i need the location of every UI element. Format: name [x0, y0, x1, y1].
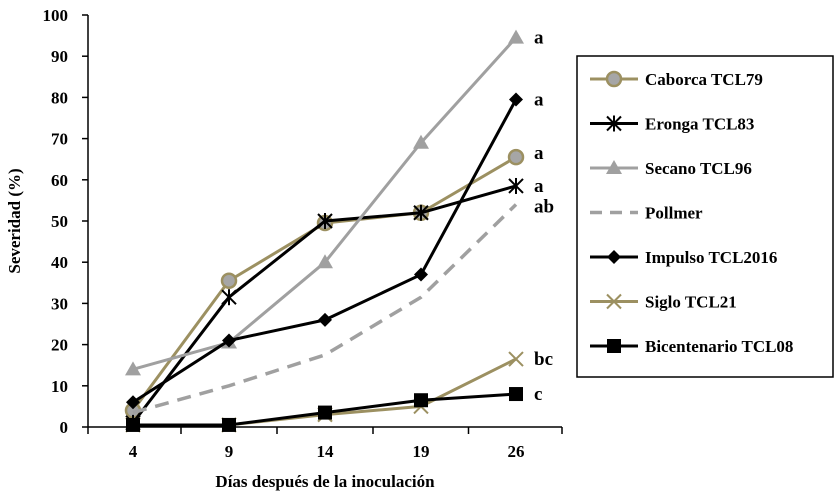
significance-label-impulso-tcl2016: a: [534, 89, 544, 110]
y-tick-label: 90: [51, 47, 68, 66]
legend-marker-siglo-tcl21: [606, 293, 622, 310]
data-point-bicentenario-tcl08: [222, 417, 236, 432]
data-point-impulso-tcl2016: [318, 312, 332, 327]
series-siglo-tcl21: [125, 351, 524, 433]
data-point-eronga-tcl83: [413, 204, 429, 221]
y-tick-label: 40: [51, 253, 68, 272]
series-bicentenario-tcl08: [126, 387, 523, 432]
series-caborca-tcl79: [124, 148, 525, 419]
data-point-siglo-tcl21: [508, 351, 524, 367]
significance-label-caborca-tcl79: a: [534, 143, 544, 164]
y-tick-label: 0: [60, 418, 69, 437]
axes: 0 10 20 30 40 50 60 70 80 90 100 4 9 14 19 26 Días despu…: [5, 6, 563, 491]
series-line-pollmer: [132, 203, 518, 415]
data-point-bicentenario-tcl08: [126, 417, 140, 432]
legend-label-siglo-tcl21: Siglo TCL21: [645, 293, 737, 312]
data-point-eronga-tcl83: [317, 213, 333, 229]
y-tick-label: 100: [43, 6, 69, 25]
legend-marker-impulso-tcl2016: [607, 250, 621, 264]
data-point-secano-tcl96: [125, 361, 141, 376]
legend: Caborca TCL79 Eronga TCL83 Secano TCL96 Pol…: [576, 55, 834, 378]
data-point-caborca-tcl79: [220, 272, 238, 289]
data-point-bicentenario-tcl08: [509, 387, 523, 402]
data-point-impulso-tcl2016: [222, 333, 236, 348]
legend-item-bicentenario-tcl08: Bicentenario TCL08: [590, 337, 793, 356]
data-point-bicentenario-tcl08: [414, 393, 428, 408]
significance-label-siglo-tcl21: bc: [534, 349, 553, 370]
legend-label-caborca-tcl79: Caborca TCL79: [645, 70, 763, 89]
legend-item-eronga-tcl83: Eronga TCL83: [590, 115, 754, 134]
series-impulso-tcl2016: [126, 92, 523, 410]
x-tick-label: 19: [413, 442, 430, 461]
data-point-impulso-tcl2016: [414, 267, 428, 282]
x-tick-label: 14: [317, 442, 335, 461]
series-line-impulso-tcl2016: [132, 98, 518, 404]
y-tick-label: 30: [51, 294, 68, 313]
legend-item-impulso-tcl2016: Impulso TCL2016: [590, 248, 777, 267]
legend-marker-eronga-tcl83: [606, 115, 622, 132]
data-point-bicentenario-tcl08: [318, 405, 332, 420]
data-point-caborca-tcl79: [507, 148, 525, 166]
y-tick-label: 70: [51, 130, 68, 149]
legend-item-siglo-tcl21: Siglo TCL21: [590, 293, 737, 312]
legend-label-eronga-tcl83: Eronga TCL83: [645, 115, 754, 134]
legend-item-secano-tcl96: Secano TCL96: [590, 159, 752, 178]
data-point-eronga-tcl83: [221, 289, 237, 306]
legend-marker-bicentenario-tcl08: [607, 339, 621, 353]
significance-label-bicentenario-tcl08: c: [534, 384, 542, 405]
legend-label-bicentenario-tcl08: Bicentenario TCL08: [645, 337, 793, 356]
series-pollmer: [132, 203, 518, 415]
legend-item-pollmer: Pollmer: [590, 204, 703, 223]
x-axis-title: Días después de la inoculación: [215, 472, 435, 491]
legend-marker-siglo-tcl21-stroke: [606, 293, 622, 310]
legend-label-secano-tcl96: Secano TCL96: [645, 159, 752, 178]
y-tick-label: 20: [51, 336, 68, 355]
x-tick-label: 4: [129, 442, 138, 461]
y-tick-label: 60: [51, 171, 68, 190]
legend-label-pollmer: Pollmer: [645, 204, 703, 223]
y-tick-label: 10: [51, 377, 68, 396]
data-point-impulso-tcl2016: [126, 395, 140, 410]
legend-marker-secano-tcl96: [606, 160, 622, 174]
x-tick-label: 9: [225, 442, 234, 461]
significance-label-pollmer: ab: [534, 197, 554, 218]
data-point-secano-tcl96: [508, 29, 524, 44]
y-tick-label: 50: [51, 212, 68, 231]
legend-label-impulso-tcl2016: Impulso TCL2016: [645, 248, 777, 267]
legend-marker-caborca-tcl79: [605, 70, 623, 88]
data-point-siglo-tcl21-stroke: [508, 351, 524, 367]
legend-item-caborca-tcl79: Caborca TCL79: [590, 70, 763, 89]
y-axis-title: Severidad (%): [5, 168, 24, 273]
legend-box: [576, 55, 834, 378]
data-point-secano-tcl96: [317, 254, 333, 269]
data-point-secano-tcl96: [413, 134, 429, 149]
x-tick-label: 26: [508, 442, 525, 461]
series-eronga-tcl83: [125, 177, 524, 431]
y-tick-label: 80: [51, 88, 68, 107]
significance-label-eronga-tcl83: a: [534, 176, 544, 197]
series-layer: [124, 29, 525, 433]
data-point-eronga-tcl83: [508, 177, 524, 194]
series-line-caborca-tcl79: [131, 155, 517, 412]
data-point-impulso-tcl2016: [509, 92, 523, 107]
significance-label-secano-tcl96: a: [534, 28, 544, 49]
